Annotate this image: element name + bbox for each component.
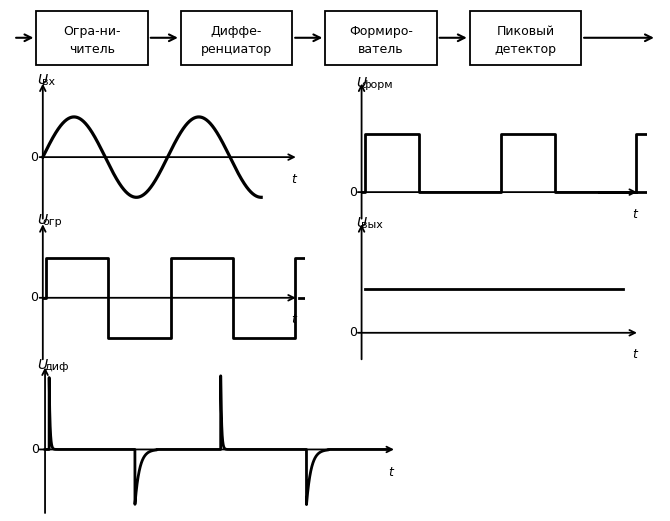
Text: $U$: $U$ <box>356 76 367 90</box>
Text: Пиковый: Пиковый <box>496 24 555 38</box>
Text: 0: 0 <box>349 326 357 339</box>
Text: читель: читель <box>69 43 115 56</box>
Text: ватель: ватель <box>358 43 404 56</box>
Text: $U$: $U$ <box>38 358 50 372</box>
Bar <box>181 10 292 65</box>
Text: Диффе-: Диффе- <box>211 24 262 38</box>
Text: диф: диф <box>44 362 69 372</box>
Text: детектор: детектор <box>494 43 556 56</box>
Text: $t$: $t$ <box>632 348 639 361</box>
Text: Огра­ни-: Огра­ни- <box>63 24 121 38</box>
Text: $U$: $U$ <box>38 214 49 228</box>
Text: 0: 0 <box>30 291 38 304</box>
Text: форм: форм <box>361 80 393 90</box>
Text: $t$: $t$ <box>291 313 298 326</box>
Bar <box>36 10 148 65</box>
Text: вых: вых <box>361 220 383 230</box>
Text: вх: вх <box>42 77 56 87</box>
Text: $t$: $t$ <box>291 172 298 185</box>
Text: Формиро-: Формиро- <box>349 24 413 38</box>
Text: $t$: $t$ <box>632 207 639 220</box>
Text: $t$: $t$ <box>388 466 395 479</box>
Text: огр: огр <box>42 217 62 228</box>
Text: ренциатор: ренциатор <box>201 43 272 56</box>
Text: 0: 0 <box>349 185 357 199</box>
Bar <box>470 10 581 65</box>
Text: 0: 0 <box>30 151 38 164</box>
Text: $U$: $U$ <box>38 73 49 87</box>
Bar <box>325 10 437 65</box>
Text: 0: 0 <box>31 443 39 456</box>
Text: $U$: $U$ <box>356 216 367 230</box>
